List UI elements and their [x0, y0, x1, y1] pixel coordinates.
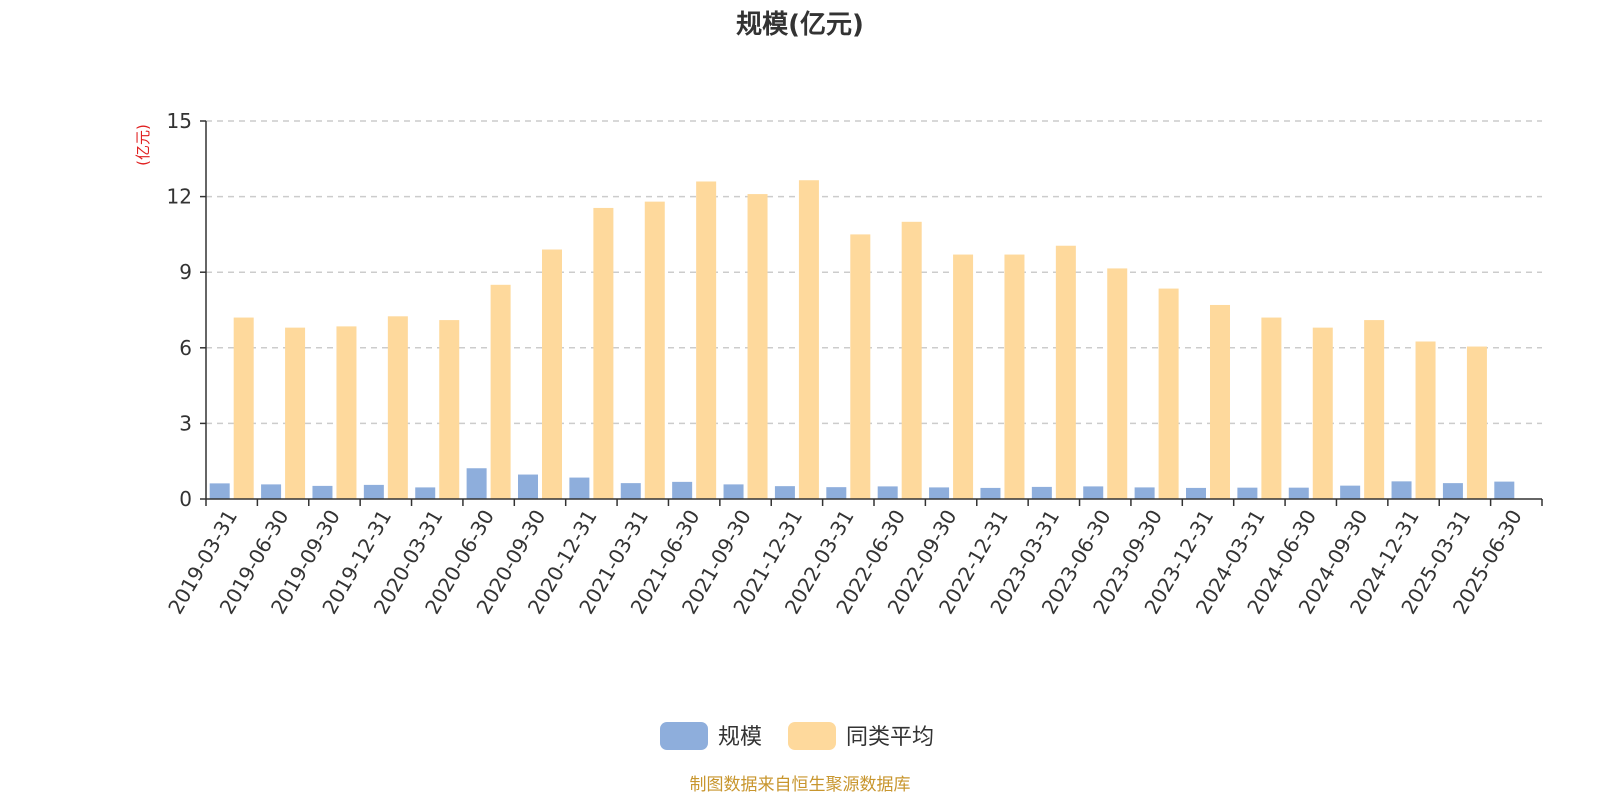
bar-guimo: [1391, 481, 1412, 499]
bar-guimo: [826, 487, 847, 499]
bar-guimo: [980, 487, 1001, 499]
bar-tonglei-pingjun: [387, 316, 408, 499]
bar-guimo: [312, 485, 333, 499]
bar-guimo: [1134, 487, 1155, 499]
legend-label-tonglei-pingjun[interactable]: 同类平均: [846, 725, 934, 750]
bar-guimo: [929, 487, 950, 499]
bar-tonglei-pingjun: [336, 326, 357, 499]
bar-tonglei-pingjun: [439, 320, 460, 499]
bar-guimo: [1237, 487, 1258, 499]
bar-tonglei-pingjun: [1004, 254, 1025, 499]
y-tick-label: 9: [179, 260, 192, 284]
bars: [209, 180, 1515, 500]
bar-guimo: [261, 484, 282, 499]
bar-guimo: [209, 483, 230, 499]
bar-guimo: [723, 484, 744, 499]
bar-tonglei-pingjun: [747, 194, 768, 499]
bar-guimo: [620, 483, 641, 499]
bar-tonglei-pingjun: [593, 207, 614, 499]
bar-tonglei-pingjun: [901, 221, 922, 500]
bar-tonglei-pingjun: [1261, 317, 1282, 499]
bar-tonglei-pingjun: [1466, 346, 1487, 499]
bar-tonglei-pingjun: [490, 284, 511, 499]
bar-tonglei-pingjun: [1055, 245, 1076, 499]
chart-title: 规模(亿元): [736, 10, 864, 40]
bar-tonglei-pingjun: [1415, 341, 1436, 499]
bar-guimo: [569, 477, 590, 499]
bar-tonglei-pingjun: [1364, 320, 1385, 499]
bar-guimo: [672, 481, 693, 499]
bar-tonglei-pingjun: [644, 201, 665, 499]
y-tick-label: 12: [167, 185, 192, 209]
bar-tonglei-pingjun: [233, 317, 254, 499]
bar-guimo: [1288, 487, 1309, 499]
legend-swatch-guimo[interactable]: [660, 722, 708, 750]
bar-guimo: [1186, 487, 1206, 499]
data-source-note: 制图数据来自恒生聚源数据库: [690, 775, 911, 795]
bar-guimo: [1083, 486, 1104, 499]
bar-tonglei-pingjun: [1312, 327, 1333, 499]
bar-guimo: [1494, 481, 1515, 499]
legend[interactable]: 规模 同类平均: [660, 722, 934, 750]
bar-tonglei-pingjun: [1210, 304, 1230, 499]
bar-guimo: [466, 468, 487, 499]
bar-tonglei-pingjun: [953, 254, 974, 499]
bar-tonglei-pingjun: [696, 181, 717, 500]
bar-guimo: [415, 487, 436, 499]
bar-guimo: [1031, 486, 1052, 499]
legend-label-guimo[interactable]: 规模: [718, 725, 762, 750]
bar-tonglei-pingjun: [798, 180, 819, 499]
y-axis-unit-label: (亿元): [134, 124, 152, 166]
bar-tonglei-pingjun: [1107, 268, 1128, 499]
bar-tonglei-pingjun: [542, 249, 562, 499]
y-tick-label: 15: [167, 109, 192, 133]
bar-tonglei-pingjun: [285, 327, 306, 499]
y-tick-label: 0: [179, 487, 192, 511]
y-tick-label: 6: [179, 336, 192, 360]
legend-swatch-tonglei-pingjun[interactable]: [788, 722, 836, 750]
bar-guimo: [774, 486, 795, 499]
bar-guimo: [518, 474, 538, 499]
bar-tonglei-pingjun: [1158, 288, 1179, 499]
y-tick-label: 3: [179, 411, 192, 435]
bar-guimo: [877, 486, 898, 499]
bar-tonglei-pingjun: [850, 234, 871, 499]
bar-guimo: [1340, 485, 1361, 499]
bar-guimo: [1442, 483, 1463, 499]
bar-guimo: [363, 484, 384, 499]
